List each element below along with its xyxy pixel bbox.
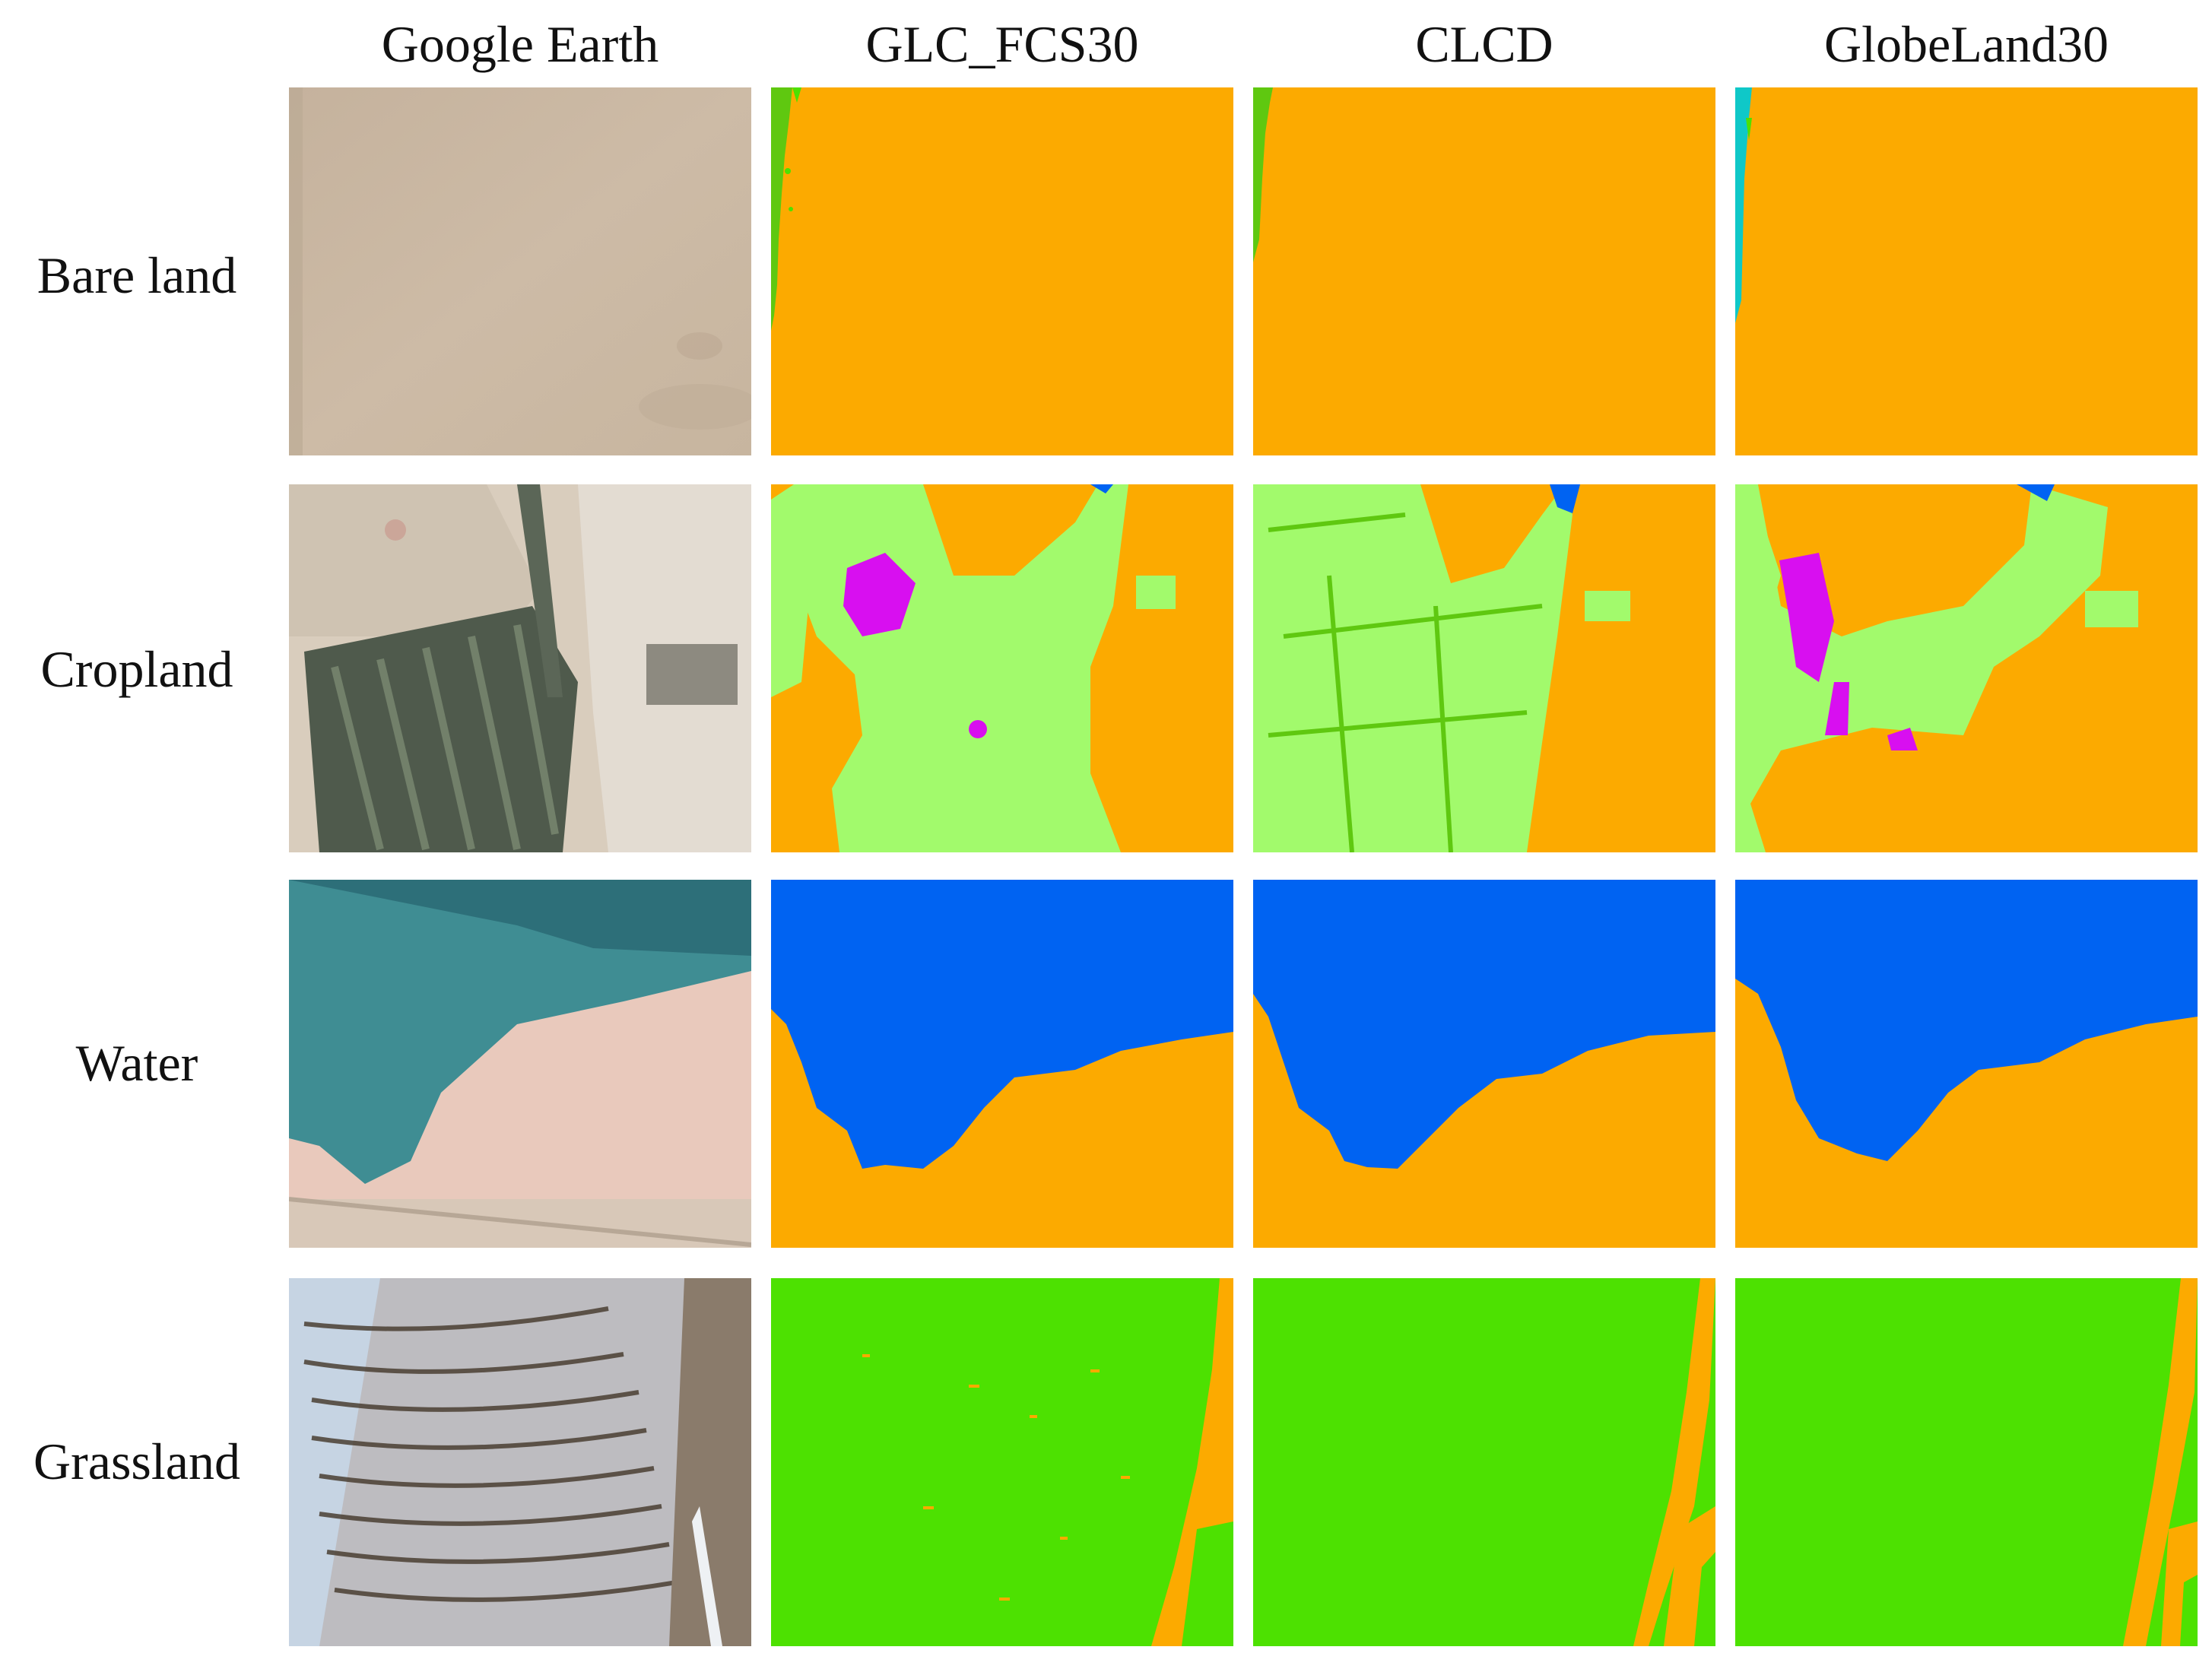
row-label-cropland: Cropland (40, 640, 233, 698)
row-label-bare-land: Bare land (36, 246, 237, 304)
column-header-google-earth: Google Earth (381, 15, 659, 73)
glc-fcs30-map-water (771, 880, 1233, 1248)
glc-fcs30-map-bare-land (771, 87, 1233, 455)
column-header-globeland30: GlobeLand30 (1824, 15, 2109, 73)
clcd-map-bare-land (1253, 87, 1715, 455)
satellite-image-bare-land (289, 87, 751, 455)
row-label-grassland: Grassland (33, 1433, 240, 1490)
clcd-map-cropland (1253, 484, 1715, 852)
globeland30-map-cropland (1735, 484, 2198, 852)
glc-fcs30-map-grassland (771, 1278, 1233, 1646)
column-header-glc-fcs30: GLC_FCS30 (865, 15, 1139, 73)
globeland30-map-grassland (1735, 1278, 2198, 1646)
row-label-water: Water (75, 1034, 198, 1092)
glc-fcs30-map-cropland (771, 484, 1233, 852)
satellite-image-water (289, 880, 751, 1248)
column-header-clcd: CLCD (1415, 15, 1553, 73)
clcd-map-water (1253, 880, 1715, 1248)
clcd-map-grassland (1253, 1278, 1715, 1646)
globeland30-map-water (1735, 880, 2198, 1248)
satellite-image-grassland (289, 1278, 751, 1646)
globeland30-map-bare-land (1735, 87, 2198, 455)
satellite-image-cropland (289, 484, 751, 852)
